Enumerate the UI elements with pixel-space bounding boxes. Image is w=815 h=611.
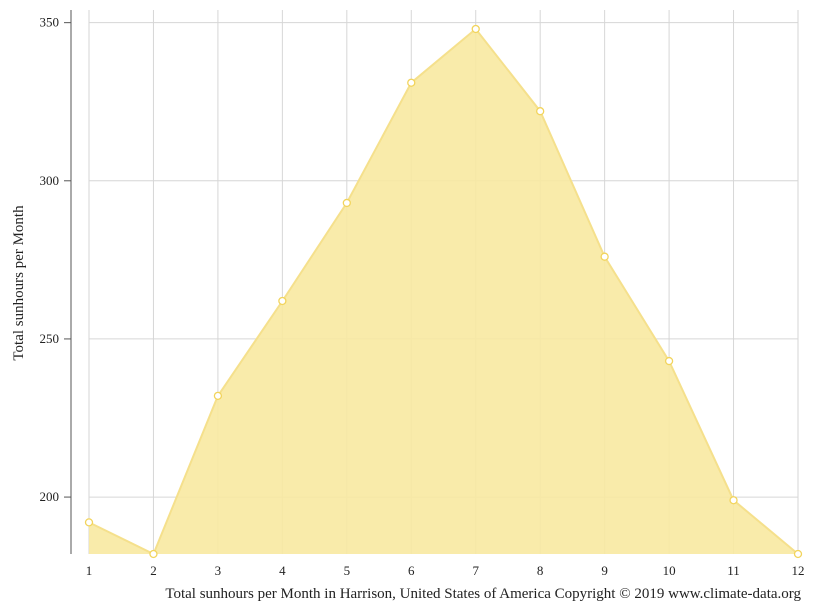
x-tick-label: 10: [663, 563, 676, 578]
data-point: [213, 391, 223, 401]
data-point: [407, 78, 416, 87]
data-point: [471, 24, 480, 34]
x-tick-label: 4: [279, 563, 286, 578]
x-tick-label: 2: [150, 563, 157, 578]
y-tick-label: 200: [40, 489, 60, 504]
x-tick-label: 12: [792, 563, 805, 578]
x-tick-label: 11: [727, 563, 740, 578]
data-points: [84, 24, 803, 559]
data-point: [664, 356, 674, 366]
chart-caption: Total sunhours per Month in Harrison, Un…: [165, 586, 801, 602]
data-point: [342, 198, 351, 208]
data-point: [536, 107, 545, 116]
x-tick-labels: 1 2 3 4 5 6 7 8 9 10 11 12: [86, 563, 805, 578]
data-point: [149, 549, 158, 559]
y-tick-label: 350: [40, 15, 60, 30]
data-point: [600, 252, 609, 261]
x-tick-label: 9: [601, 563, 608, 578]
y-tick-label: 300: [40, 173, 60, 188]
series-line: [88, 27, 799, 556]
x-tick-label: 6: [408, 563, 415, 578]
data-point: [793, 549, 803, 559]
y-tick-label: 250: [40, 331, 60, 346]
area-fill: [89, 29, 798, 554]
data-point: [729, 496, 738, 505]
data-point: [278, 296, 287, 306]
x-tick-label: 7: [472, 563, 479, 578]
data-point: [84, 518, 94, 527]
x-tick-label: 8: [537, 563, 544, 578]
x-tick-label: 3: [215, 563, 222, 578]
x-tick-label: 1: [86, 563, 93, 578]
y-axis-title: Total sunhours per Month: [11, 205, 27, 361]
x-tick-label: 5: [344, 563, 351, 578]
y-tick-labels: 200 250 300 350: [40, 15, 71, 504]
